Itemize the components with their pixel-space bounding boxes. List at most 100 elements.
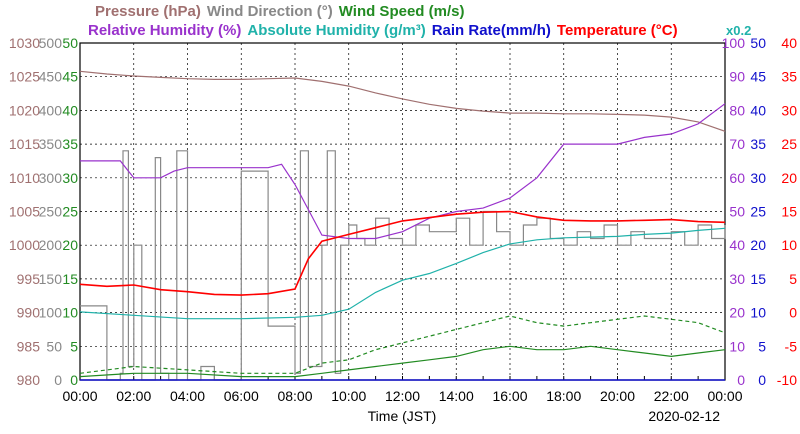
y-tick-label: 35 bbox=[62, 136, 78, 152]
y-tick-label: -10 bbox=[777, 372, 797, 388]
chart-title-line2: Relative Humidity (%) Absolute Humidity (… bbox=[88, 22, 678, 39]
title-segment: Wind Direction (°) bbox=[207, 3, 333, 20]
x-tick-label: 16:00 bbox=[492, 388, 527, 404]
y-tick-label: 0 bbox=[737, 372, 745, 388]
y-tick-label: 80 bbox=[729, 102, 745, 118]
y-tick-label: 20 bbox=[729, 305, 745, 321]
y-axes: 1030102510201015101010051000995990985980… bbox=[9, 35, 797, 388]
y-tick-label: 45 bbox=[62, 69, 78, 85]
y-tick-label: 1015 bbox=[9, 136, 40, 152]
y-tick-label: 10 bbox=[781, 237, 797, 253]
y-tick-label: 0 bbox=[54, 372, 62, 388]
y-tick-label: -5 bbox=[785, 338, 798, 354]
y-tick-label: 25 bbox=[781, 136, 797, 152]
y-tick-label: 985 bbox=[17, 338, 41, 354]
x-axis: 00:00 02:00 04:00 06:00 08:00 10:00 12:00 14:00… bbox=[62, 388, 742, 404]
title-segment: Wind Speed (m/s) bbox=[339, 3, 465, 20]
x-tick-label: 00:00 bbox=[707, 388, 742, 404]
y-tick-label: 25 bbox=[62, 204, 78, 220]
y-tick-label: 20 bbox=[781, 170, 797, 186]
y-tick-label: 100 bbox=[39, 305, 63, 321]
y-tick-label: 25 bbox=[750, 204, 766, 220]
x-tick-label: 06:00 bbox=[224, 388, 259, 404]
x-tick-label: 10:00 bbox=[331, 388, 366, 404]
y-tick-label: 30 bbox=[781, 102, 797, 118]
y-tick-label: 10 bbox=[750, 305, 766, 321]
y-tick-label: 1005 bbox=[9, 204, 40, 220]
y-tick-label: 1025 bbox=[9, 69, 40, 85]
y-tick-label: 15 bbox=[750, 271, 766, 287]
series-temperature bbox=[79, 210, 726, 296]
y-tick-label: 450 bbox=[39, 69, 63, 85]
y-tick-label: 1000 bbox=[9, 237, 40, 253]
x-tick-label: 02:00 bbox=[116, 388, 151, 404]
series-relative-humidity bbox=[80, 103, 726, 240]
y-tick-label: 40 bbox=[781, 35, 797, 51]
series-pressure bbox=[79, 70, 726, 132]
y-tick-label: 100 bbox=[722, 35, 746, 51]
y-tick-label: 50 bbox=[750, 35, 766, 51]
series-group bbox=[79, 70, 726, 381]
y-tick-label: 400 bbox=[39, 102, 63, 118]
x-tick-label: 18:00 bbox=[546, 388, 581, 404]
y-tick-label: 40 bbox=[729, 237, 745, 253]
series-wind-speed bbox=[79, 345, 726, 378]
y-tick-label: 1030 bbox=[9, 35, 40, 51]
y-tick-label: 20 bbox=[62, 237, 78, 253]
y-tick-label: 1020 bbox=[9, 102, 40, 118]
title-segment: Temperature (°C) bbox=[557, 22, 678, 39]
y-tick-label: 60 bbox=[729, 170, 745, 186]
y-tick-label: 5 bbox=[789, 271, 797, 287]
y-tick-label: 0 bbox=[758, 372, 766, 388]
x-tick-label: 22:00 bbox=[654, 388, 689, 404]
title-segment: Relative Humidity (%) bbox=[88, 22, 241, 39]
y-tick-label: 30 bbox=[62, 170, 78, 186]
y-tick-label: 70 bbox=[729, 136, 745, 152]
x-tick-label: 00:00 bbox=[62, 388, 97, 404]
y-tick-label: 990 bbox=[17, 305, 41, 321]
title-segment: Absolute Humidity (g/m³) bbox=[247, 22, 425, 39]
series-wind-direction bbox=[80, 150, 726, 381]
y-tick-label: 40 bbox=[62, 102, 78, 118]
y-tick-label: 30 bbox=[750, 170, 766, 186]
y-tick-label: 0 bbox=[789, 305, 797, 321]
x-axis-label: Time (JST) bbox=[368, 408, 437, 424]
series-absolute-humidity bbox=[79, 227, 726, 320]
y-tick-label: 50 bbox=[729, 204, 745, 220]
y-tick-label: 5 bbox=[758, 338, 766, 354]
y-tick-label: 350 bbox=[39, 136, 63, 152]
y-tick-label: 300 bbox=[39, 170, 63, 186]
y-tick-label: 150 bbox=[39, 271, 63, 287]
y-tick-label: 35 bbox=[781, 69, 797, 85]
x-tick-label: 12:00 bbox=[385, 388, 420, 404]
y-tick-label: 10 bbox=[62, 305, 78, 321]
y-tick-label: 15 bbox=[62, 271, 78, 287]
y-tick-label: 40 bbox=[750, 102, 766, 118]
x-tick-label: 14:00 bbox=[439, 388, 474, 404]
title-segment: Rain Rate(mm/h) bbox=[432, 22, 551, 39]
y-tick-label: 980 bbox=[17, 372, 41, 388]
y-tick-label: 30 bbox=[729, 271, 745, 287]
date-label: 2020-02-12 bbox=[648, 408, 720, 424]
y-tick-label: 5 bbox=[70, 338, 78, 354]
y-tick-label: 45 bbox=[750, 69, 766, 85]
y-tick-label: 50 bbox=[62, 35, 78, 51]
title-segment: Pressure (hPa) bbox=[95, 3, 201, 20]
y-tick-label: 35 bbox=[750, 136, 766, 152]
y-tick-label: 500 bbox=[39, 35, 63, 51]
x-tick-label: 08:00 bbox=[277, 388, 312, 404]
y-tick-label: 250 bbox=[39, 204, 63, 220]
y-tick-label: 10 bbox=[729, 338, 745, 354]
x-tick-label: 20:00 bbox=[600, 388, 635, 404]
y-tick-label: 20 bbox=[750, 237, 766, 253]
y-tick-label: 200 bbox=[39, 237, 63, 253]
y-tick-label: 1010 bbox=[9, 170, 40, 186]
y-tick-label: 0 bbox=[70, 372, 78, 388]
x-tick-label: 04:00 bbox=[170, 388, 205, 404]
y-tick-label: 90 bbox=[729, 69, 745, 85]
y-tick-label: 50 bbox=[46, 338, 62, 354]
y-tick-label: 15 bbox=[781, 204, 797, 220]
scale-note: x0.2 bbox=[726, 23, 751, 38]
y-tick-label: 995 bbox=[17, 271, 41, 287]
